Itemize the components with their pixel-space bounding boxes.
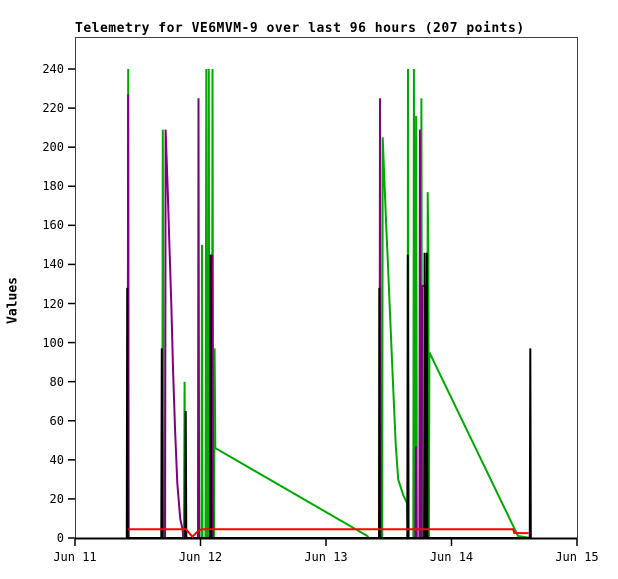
x-tick-label: Jun 14	[429, 550, 474, 564]
y-tick-label: 20	[49, 491, 64, 506]
series-red-line	[127, 528, 529, 539]
series-purple-line	[126, 94, 531, 539]
x-tick-label: Jun 13	[304, 550, 348, 564]
series-green-line	[126, 68, 531, 539]
y-tick-label: 140	[42, 257, 64, 272]
chart-title: Telemetry for VE6MVM-9 over last 96 hour…	[75, 21, 525, 36]
x-tick-label: Jun 11	[53, 550, 97, 564]
y-tick-label: 120	[42, 296, 64, 311]
y-tick-label: 60	[49, 413, 64, 428]
y-tick-label: 220	[42, 101, 64, 116]
x-tick-label: Jun 15	[555, 550, 599, 564]
x-tick-label: Jun 12	[178, 550, 223, 564]
y-tick-label: 200	[42, 140, 64, 155]
series-black-line	[125, 252, 532, 539]
y-tick-label: 40	[49, 452, 64, 467]
y-tick-label: 100	[42, 335, 64, 350]
y-tick-label: 80	[49, 374, 64, 389]
y-tick-label: 180	[42, 179, 64, 194]
y-tick-label: 160	[42, 218, 64, 233]
y-tick-label: 240	[42, 62, 64, 76]
y-tick-label: 0	[56, 531, 64, 545]
plot-area	[75, 37, 578, 539]
